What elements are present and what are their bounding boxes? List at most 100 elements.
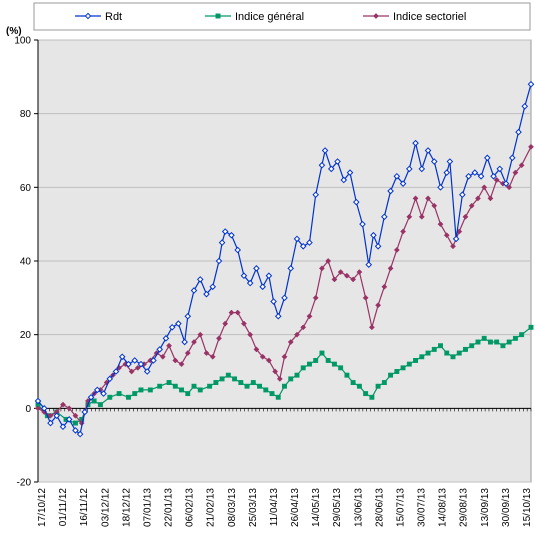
data-point: [425, 350, 431, 356]
data-point: [463, 346, 468, 352]
data-point: [393, 246, 400, 253]
data-point: [512, 335, 518, 341]
x-tick-label: 13/09/13: [480, 488, 491, 527]
data-point: [272, 368, 279, 375]
data-point: [318, 161, 326, 169]
x-axis: 17/10/12 01/11/12 16/11/12 03/12/12 18/12/12…: [37, 407, 533, 527]
data-point: [496, 165, 504, 173]
data-point: [506, 184, 513, 191]
legend-item: Indice général: [205, 11, 304, 23]
data-point: [137, 360, 145, 368]
data-point: [232, 376, 238, 382]
data-point: [481, 335, 487, 341]
data-point: [209, 283, 217, 291]
data-point: [418, 165, 426, 173]
data-point: [269, 391, 275, 397]
data-point: [293, 235, 301, 243]
data-point: [253, 265, 260, 272]
series-indice-sectoriel: [35, 143, 534, 427]
data-point: [515, 128, 522, 136]
data-point: [528, 324, 534, 330]
data-point: [468, 202, 475, 209]
data-point: [459, 191, 466, 199]
data-point: [452, 235, 460, 243]
data-point: [387, 265, 394, 272]
data-point: [257, 383, 262, 389]
data-point: [203, 290, 210, 298]
data-point: [477, 172, 485, 180]
data-point: [172, 383, 178, 389]
data-point: [34, 397, 42, 405]
x-tick-label: 18/12/12: [121, 488, 132, 527]
x-tick-label: 29/08/13: [459, 488, 470, 527]
data-point: [365, 261, 373, 268]
data-point: [91, 398, 97, 404]
data-point: [406, 165, 413, 173]
data-point: [325, 358, 331, 363]
x-tick-label: 14/08/13: [438, 488, 449, 527]
data-point: [400, 228, 407, 235]
data-point: [281, 294, 288, 302]
data-point: [168, 323, 176, 331]
data-point: [356, 269, 363, 276]
data-point: [116, 391, 122, 397]
data-point: [159, 353, 166, 360]
y-tick-label: 60: [20, 183, 32, 194]
data-point: [369, 394, 375, 400]
data-point: [388, 372, 394, 378]
data-point: [240, 272, 248, 280]
data-point: [528, 143, 534, 150]
data-point: [506, 339, 512, 345]
data-point: [191, 383, 197, 389]
data-point: [265, 272, 273, 280]
data-point: [300, 324, 307, 331]
data-point: [288, 376, 294, 382]
data-point: [431, 346, 437, 352]
data-point: [259, 353, 266, 360]
data-point: [287, 265, 295, 272]
data-point: [81, 408, 89, 416]
data-point: [502, 180, 510, 187]
data-point: [97, 402, 103, 408]
data-point: [228, 309, 235, 316]
data-point: [363, 391, 369, 397]
data-point: [219, 376, 225, 382]
data-point: [218, 239, 226, 246]
data-point: [443, 232, 450, 239]
data-point: [484, 154, 491, 162]
data-point: [162, 335, 170, 342]
data-point: [331, 276, 338, 283]
series-rdt: [34, 80, 535, 438]
data-point: [418, 213, 425, 220]
data-point: [412, 139, 419, 147]
data-point: [281, 353, 288, 360]
data-point: [60, 401, 66, 408]
data-point: [321, 147, 329, 154]
data-point: [318, 265, 325, 272]
data-point: [508, 154, 516, 162]
data-point: [184, 350, 191, 357]
data-point: [500, 343, 506, 349]
data-point: [65, 416, 73, 423]
data-point: [185, 391, 191, 397]
data-point: [259, 283, 266, 291]
legend-item: Indice sectoriel: [363, 11, 466, 23]
data-point: [430, 158, 438, 165]
data-point: [337, 269, 344, 276]
data-point: [197, 387, 203, 393]
data-point: [312, 191, 320, 199]
data-point: [246, 279, 254, 287]
data-point: [215, 13, 221, 19]
legend-box: [33, 2, 531, 31]
data-point: [431, 202, 438, 209]
data-point: [150, 357, 157, 364]
data-point: [425, 195, 431, 202]
data-point: [126, 394, 131, 400]
legend-label: Rdt: [105, 11, 122, 23]
data-point: [84, 12, 92, 20]
data-point: [87, 393, 95, 401]
data-point: [156, 346, 163, 353]
data-point: [125, 360, 132, 368]
data-point: [175, 320, 182, 327]
data-point: [381, 283, 388, 290]
